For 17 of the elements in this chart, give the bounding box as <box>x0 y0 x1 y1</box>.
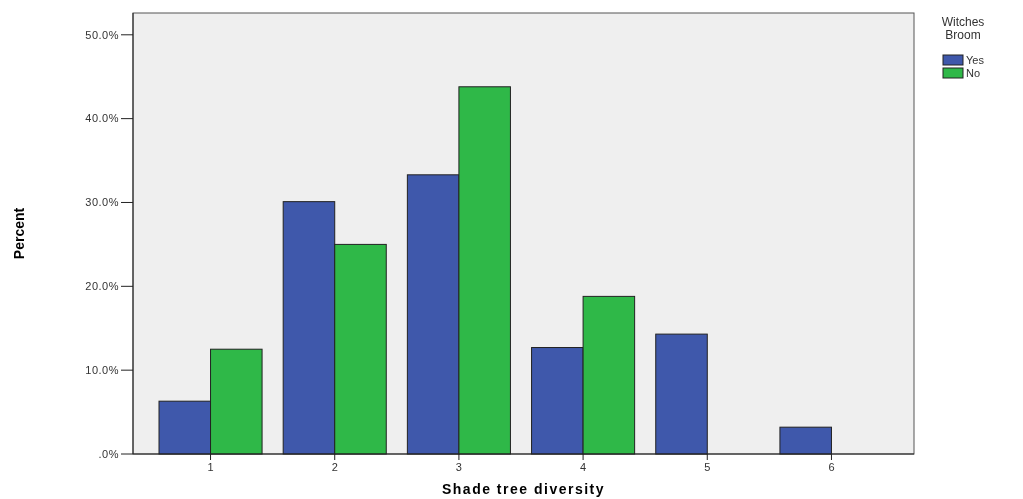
x-tick-label: 1 <box>207 461 214 473</box>
y-tick-label: 20.0% <box>85 280 119 293</box>
y-tick-label: 30.0% <box>85 196 119 209</box>
y-tick-label: .0% <box>98 447 119 460</box>
x-tick-label: 2 <box>331 461 338 473</box>
x-tick-label: 3 <box>455 461 462 473</box>
y-axis-title: Percent <box>11 207 27 260</box>
legend-title: Witches Broom <box>941 15 985 42</box>
y-tick-label: 10.0% <box>85 364 119 377</box>
y-tick-label: 40.0% <box>85 112 119 125</box>
x-tick-label: 5 <box>704 461 711 473</box>
x-axis-title: Shade tree diversity <box>441 481 606 497</box>
x-tick-label: 4 <box>580 461 587 473</box>
legend-label: Yes <box>966 53 985 66</box>
y-tick-label: 50.0% <box>85 28 119 41</box>
legend-label: No <box>966 66 981 79</box>
x-tick-label: 6 <box>828 461 835 473</box>
